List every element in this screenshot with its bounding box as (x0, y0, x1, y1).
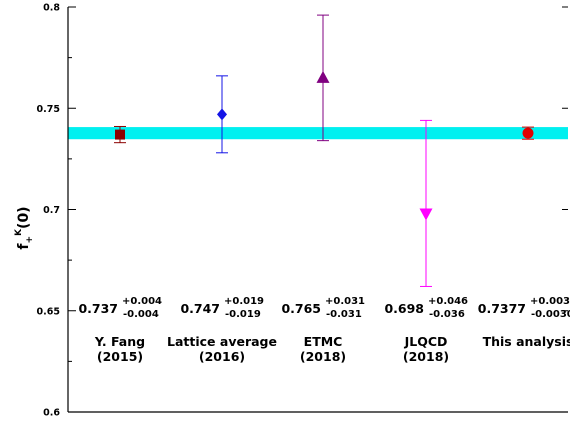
y-axis-title-sub: + (25, 236, 35, 244)
y-axis-title-tail: (0) (16, 206, 32, 229)
circle-marker (522, 127, 534, 139)
data-point-jlqcd (419, 119, 433, 287)
y-axis-title: f+K(0) (14, 206, 35, 249)
error-plus-text: +0.019 (224, 296, 264, 307)
y-tick-label: 0.65 (37, 306, 60, 317)
data-point-fang (114, 125, 126, 144)
error-plus-text: +0.0030 (530, 296, 570, 307)
value-label-fang: 0.737 +0.004 -0.004 (78, 296, 162, 320)
category-label-lattice: Lattice average(2016) (167, 334, 277, 364)
triangle-down-marker (419, 208, 433, 221)
error-plus-text: +0.031 (325, 296, 365, 307)
value-text: 0.7377 (478, 301, 526, 316)
y-axis-title-sup: K (14, 228, 24, 236)
points-layer (114, 14, 534, 287)
value-label-lattice: 0.747 +0.019 -0.019 (180, 296, 264, 320)
category-year: (2018) (300, 349, 346, 364)
error-plus-text: +0.004 (122, 296, 162, 307)
data-point-lattice (216, 75, 228, 154)
value-text: 0.737 (78, 301, 118, 316)
labels-layer: 0.737 +0.004 -0.004 Y. Fang(2015) 0.747 +0.01… (78, 296, 570, 364)
average-band (68, 127, 568, 140)
diamond-marker (217, 108, 227, 121)
error-minus-text: -0.031 (326, 309, 362, 320)
category-year: (2018) (403, 349, 449, 364)
category-label-fang: Y. Fang(2015) (94, 334, 145, 364)
value-text: 0.698 (384, 301, 424, 316)
value-label-this: 0.7377 +0.0030 -0.0030 (478, 296, 570, 320)
square-marker (115, 129, 125, 140)
error-minus-text: -0.0030 (531, 309, 570, 320)
axis-layer: 0.6 0.65 0.7 0.75 0.8 (37, 3, 568, 419)
data-point-etmc (316, 14, 330, 142)
category-year: (2016) (199, 349, 245, 364)
category-name: This analysis (483, 334, 570, 349)
data-point-this (522, 126, 534, 140)
y-tick-label: 0.75 (37, 104, 60, 115)
error-minus-text: -0.019 (225, 309, 261, 320)
value-text: 0.765 (281, 301, 321, 316)
y-tick-label: 0.6 (43, 408, 60, 419)
category-label-jlqcd: JLQCD(2018) (403, 334, 449, 364)
error-minus-text: -0.004 (123, 309, 159, 320)
category-name: ETMC (304, 334, 343, 349)
y-tick-label: 0.8 (43, 3, 60, 14)
y-axis-title-main: f (16, 243, 32, 250)
category-name: Y. Fang (94, 334, 145, 349)
category-label-this: This analysis (483, 334, 570, 349)
value-label-etmc: 0.765 +0.031 -0.031 (281, 296, 365, 320)
category-name: JLQCD (404, 334, 448, 349)
error-minus-text: -0.036 (429, 309, 465, 320)
value-label-jlqcd: 0.698 +0.046 -0.036 (384, 296, 468, 320)
triangle-up-marker (316, 70, 330, 83)
band-layer (68, 127, 568, 140)
category-year: (2015) (97, 349, 143, 364)
value-text: 0.747 (180, 301, 220, 316)
category-label-etmc: ETMC(2018) (300, 334, 346, 364)
error-plus-text: +0.046 (428, 296, 468, 307)
y-tick-label: 0.7 (43, 205, 60, 216)
category-name: Lattice average (167, 334, 277, 349)
